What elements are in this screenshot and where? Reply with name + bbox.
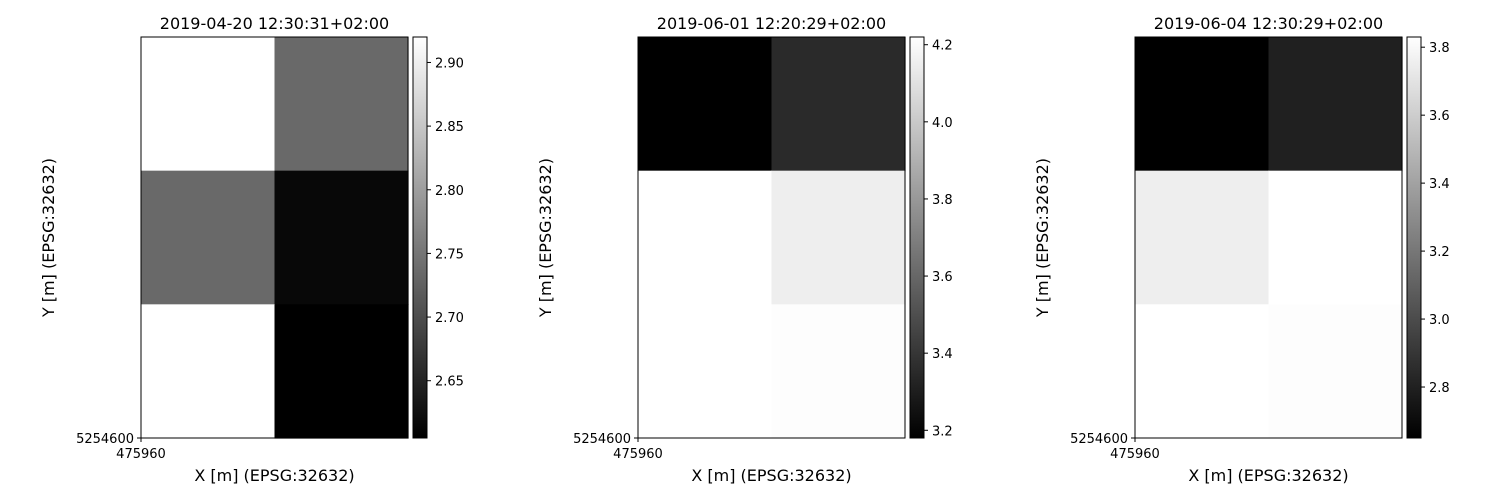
heatmap-cell-r3-c2 xyxy=(771,304,906,439)
y-axis-label: Y [m] (EPSG:32632) xyxy=(39,158,58,318)
heatmap-cell-r1-c2 xyxy=(274,37,409,172)
heatmap-cell-r2-c2 xyxy=(771,170,906,305)
heatmap-cell-r3-c1 xyxy=(141,304,276,439)
subplot-3: 2019-06-04 12:30:29+02:00 475960 X [m] (EP… xyxy=(1033,14,1450,485)
heatmap-cell-r1-c1 xyxy=(141,37,276,172)
colorbar-tick-label: 2.75 xyxy=(435,247,464,262)
colorbar-tick-label: 3.2 xyxy=(1429,245,1450,260)
colorbar-tick-label: 2.65 xyxy=(435,375,464,390)
plot-frame xyxy=(637,36,906,439)
x-axis-label: X [m] (EPSG:32632) xyxy=(1188,466,1348,485)
heatmap-cell-r1-c2 xyxy=(771,37,906,172)
heatmap-cell-r1-c1 xyxy=(638,37,773,172)
colorbar-tick-label: 2.85 xyxy=(435,120,464,135)
subplot-2: 2019-06-01 12:20:29+02:00 475960 X [m] (EP… xyxy=(536,14,953,485)
colorbar-tick-label: 2.70 xyxy=(435,311,464,326)
colorbar-tick-label: 3.0 xyxy=(1429,313,1450,328)
colorbar-tick-label: 3.6 xyxy=(932,270,953,285)
heatmap-cell-r2-c1 xyxy=(638,170,773,305)
colorbar xyxy=(1406,36,1422,439)
y-tick-label: 5254600 xyxy=(573,432,631,447)
colorbar-tick-label: 3.4 xyxy=(1429,177,1450,192)
colorbar-tick-label: 4.0 xyxy=(932,116,953,131)
y-tick-label: 5254600 xyxy=(1070,432,1128,447)
heatmap-cell-r3-c1 xyxy=(638,304,773,439)
x-axis-label: X [m] (EPSG:32632) xyxy=(194,466,354,485)
colorbar-tick-label: 2.90 xyxy=(435,56,464,71)
y-axis-label: Y [m] (EPSG:32632) xyxy=(1033,158,1052,318)
x-tick-label: 475960 xyxy=(1110,447,1160,462)
heatmap-cell-r3-c2 xyxy=(1268,304,1403,439)
heatmap-cell-r3-c1 xyxy=(1135,304,1270,439)
colorbar-tick-label: 3.8 xyxy=(1429,41,1450,56)
heatmap-cell-r2-c1 xyxy=(1135,170,1270,305)
chart-title: 2019-06-04 12:30:29+02:00 xyxy=(1154,14,1383,33)
plot-frame xyxy=(140,36,409,439)
colorbar-tick-label: 2.80 xyxy=(435,184,464,199)
colorbar-tick-label: 3.8 xyxy=(932,193,953,208)
colorbar xyxy=(412,36,428,439)
x-tick-label: 475960 xyxy=(116,447,166,462)
colorbar xyxy=(909,36,925,439)
heatmap-cell-r1-c2 xyxy=(1268,37,1403,172)
subplot-1: 2019-04-20 12:30:31+02:00 475960 X [m] (EP… xyxy=(39,14,464,485)
heatmap-cell-r3-c2 xyxy=(274,304,409,439)
colorbar-tick-label: 3.6 xyxy=(1429,109,1450,124)
chart-title: 2019-04-20 12:30:31+02:00 xyxy=(160,14,389,33)
colorbar-tick-label: 3.4 xyxy=(932,347,953,362)
x-axis-label: X [m] (EPSG:32632) xyxy=(691,466,851,485)
colorbar-tick-label: 3.2 xyxy=(932,424,953,439)
heatmap-cell-r2-c2 xyxy=(274,170,409,305)
y-axis-label: Y [m] (EPSG:32632) xyxy=(536,158,555,318)
plot-frame xyxy=(1134,36,1403,439)
colorbar-tick-label: 2.8 xyxy=(1429,381,1450,396)
chart-title: 2019-06-01 12:20:29+02:00 xyxy=(657,14,886,33)
heatmap-cell-r1-c1 xyxy=(1135,37,1270,172)
colorbar-tick-label: 4.2 xyxy=(932,39,953,54)
heatmap-cell-r2-c2 xyxy=(1268,170,1403,305)
heatmap-cell-r2-c1 xyxy=(141,170,276,305)
y-tick-label: 5254600 xyxy=(76,432,134,447)
x-tick-label: 475960 xyxy=(613,447,663,462)
